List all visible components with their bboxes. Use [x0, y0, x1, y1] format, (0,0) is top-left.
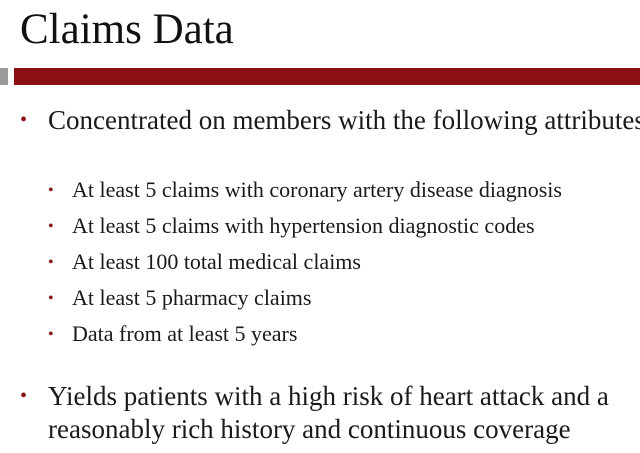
- sub-bullet-item: • At least 5 claims with hypertension di…: [48, 212, 638, 248]
- sub-bullet-text: At least 100 total medical claims: [72, 249, 361, 274]
- sub-bullet-dot-icon: •: [48, 218, 54, 235]
- sub-bullet-text: Data from at least 5 years: [72, 321, 298, 346]
- accent-bar: [14, 68, 640, 85]
- accent-square: [0, 68, 8, 85]
- sub-bullet-dot-icon: •: [48, 254, 54, 271]
- sub-bullet-text: At least 5 claims with coronary artery d…: [72, 177, 562, 202]
- bullet-dot-icon: •: [20, 385, 28, 407]
- sub-bullet-dot-icon: •: [48, 290, 54, 307]
- sub-bullet-item: • At least 100 total medical claims: [48, 248, 638, 284]
- sub-bullet-item: • At least 5 pharmacy claims: [48, 284, 638, 320]
- sub-bullet-item: • Data from at least 5 years: [48, 320, 638, 356]
- sub-bullet-dot-icon: •: [48, 326, 54, 343]
- sub-bullet-item: • At least 5 claims with coronary artery…: [48, 176, 638, 212]
- bullet-text: Concentrated on members with the followi…: [48, 105, 640, 135]
- sub-bullet-text: At least 5 claims with hypertension diag…: [72, 213, 535, 238]
- sub-bullet-text: At least 5 pharmacy claims: [72, 285, 312, 310]
- bullet-text: Yields patients with a high risk of hear…: [48, 381, 609, 444]
- slide-title: Claims Data: [20, 6, 234, 53]
- bullet-dot-icon: •: [20, 109, 28, 131]
- sub-bullet-dot-icon: •: [48, 182, 54, 199]
- sub-bullet-list: • At least 5 claims with coronary artery…: [48, 176, 638, 356]
